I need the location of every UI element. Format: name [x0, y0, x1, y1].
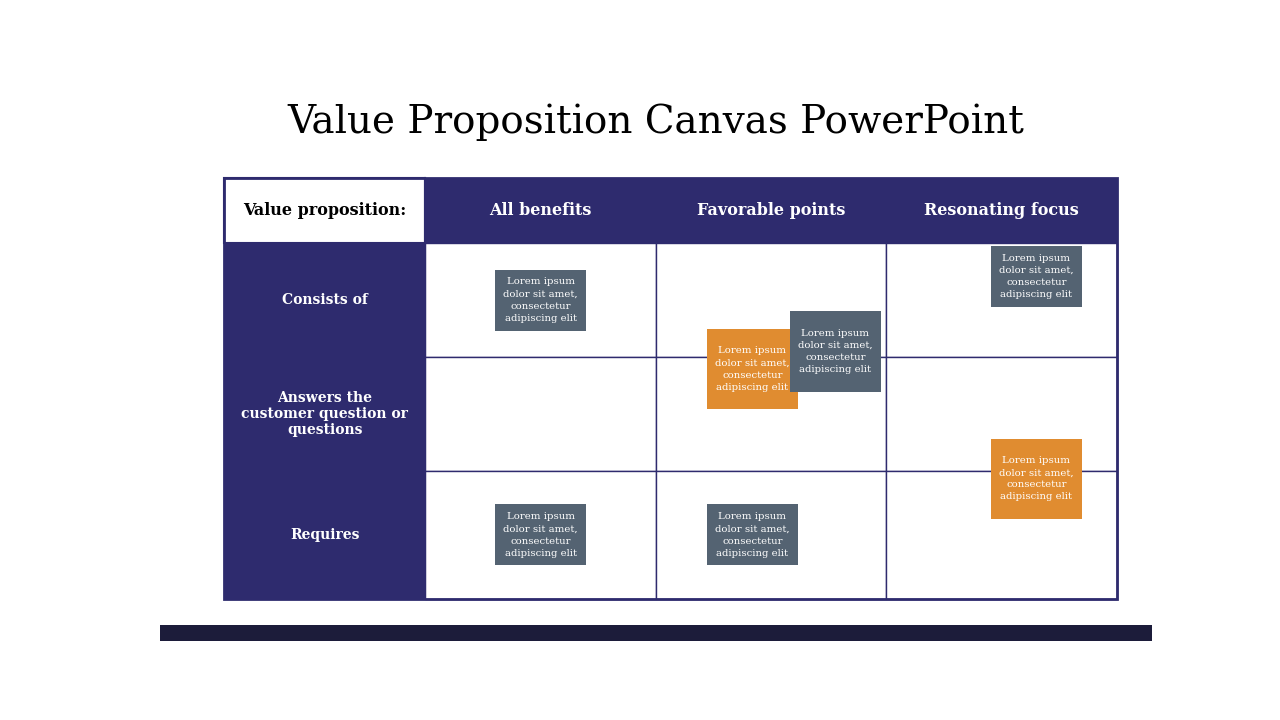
- Bar: [495, 505, 586, 565]
- Bar: [224, 243, 425, 357]
- Bar: [655, 357, 886, 471]
- Bar: [707, 329, 797, 409]
- Text: Lorem ipsum
dolor sit amet,
consectetur
adipiscing elit: Lorem ipsum dolor sit amet, consectetur …: [716, 346, 790, 392]
- Text: Value Proposition Canvas PowerPoint: Value Proposition Canvas PowerPoint: [288, 104, 1024, 141]
- Text: Favorable points: Favorable points: [696, 202, 845, 219]
- Bar: [224, 357, 425, 471]
- Bar: [655, 471, 886, 599]
- Text: All benefits: All benefits: [489, 202, 591, 219]
- Bar: [991, 438, 1082, 519]
- Bar: [790, 311, 881, 392]
- Text: Lorem ipsum
dolor sit amet,
consectetur
adipiscing elit: Lorem ipsum dolor sit amet, consectetur …: [503, 277, 577, 323]
- Text: Lorem ipsum
dolor sit amet,
consectetur
adipiscing elit: Lorem ipsum dolor sit amet, consectetur …: [503, 512, 577, 558]
- Bar: [886, 243, 1117, 357]
- Text: Lorem ipsum
dolor sit amet,
consectetur
adipiscing elit: Lorem ipsum dolor sit amet, consectetur …: [998, 456, 1074, 501]
- Bar: [224, 178, 425, 243]
- Bar: [886, 178, 1117, 243]
- Text: Lorem ipsum
dolor sit amet,
consectetur
adipiscing elit: Lorem ipsum dolor sit amet, consectetur …: [998, 254, 1074, 300]
- Text: Answers the
customer question or
questions: Answers the customer question or questio…: [242, 391, 408, 437]
- Bar: [655, 243, 886, 357]
- Bar: [224, 471, 425, 599]
- Bar: [707, 505, 797, 565]
- Bar: [886, 357, 1117, 471]
- Bar: [991, 246, 1082, 307]
- Text: Lorem ipsum
dolor sit amet,
consectetur
adipiscing elit: Lorem ipsum dolor sit amet, consectetur …: [797, 328, 873, 374]
- Text: Resonating focus: Resonating focus: [924, 202, 1079, 219]
- Bar: [655, 178, 886, 243]
- Bar: [495, 269, 586, 330]
- Text: Consists of: Consists of: [282, 293, 367, 307]
- Bar: [425, 178, 655, 243]
- Bar: [160, 625, 1152, 641]
- Bar: [425, 357, 655, 471]
- Bar: [425, 243, 655, 357]
- Text: Value proposition:: Value proposition:: [243, 202, 407, 219]
- Bar: [425, 471, 655, 599]
- Bar: [886, 471, 1117, 599]
- Text: Requires: Requires: [291, 528, 360, 542]
- Text: Lorem ipsum
dolor sit amet,
consectetur
adipiscing elit: Lorem ipsum dolor sit amet, consectetur …: [716, 512, 790, 558]
- Bar: [224, 178, 1117, 599]
